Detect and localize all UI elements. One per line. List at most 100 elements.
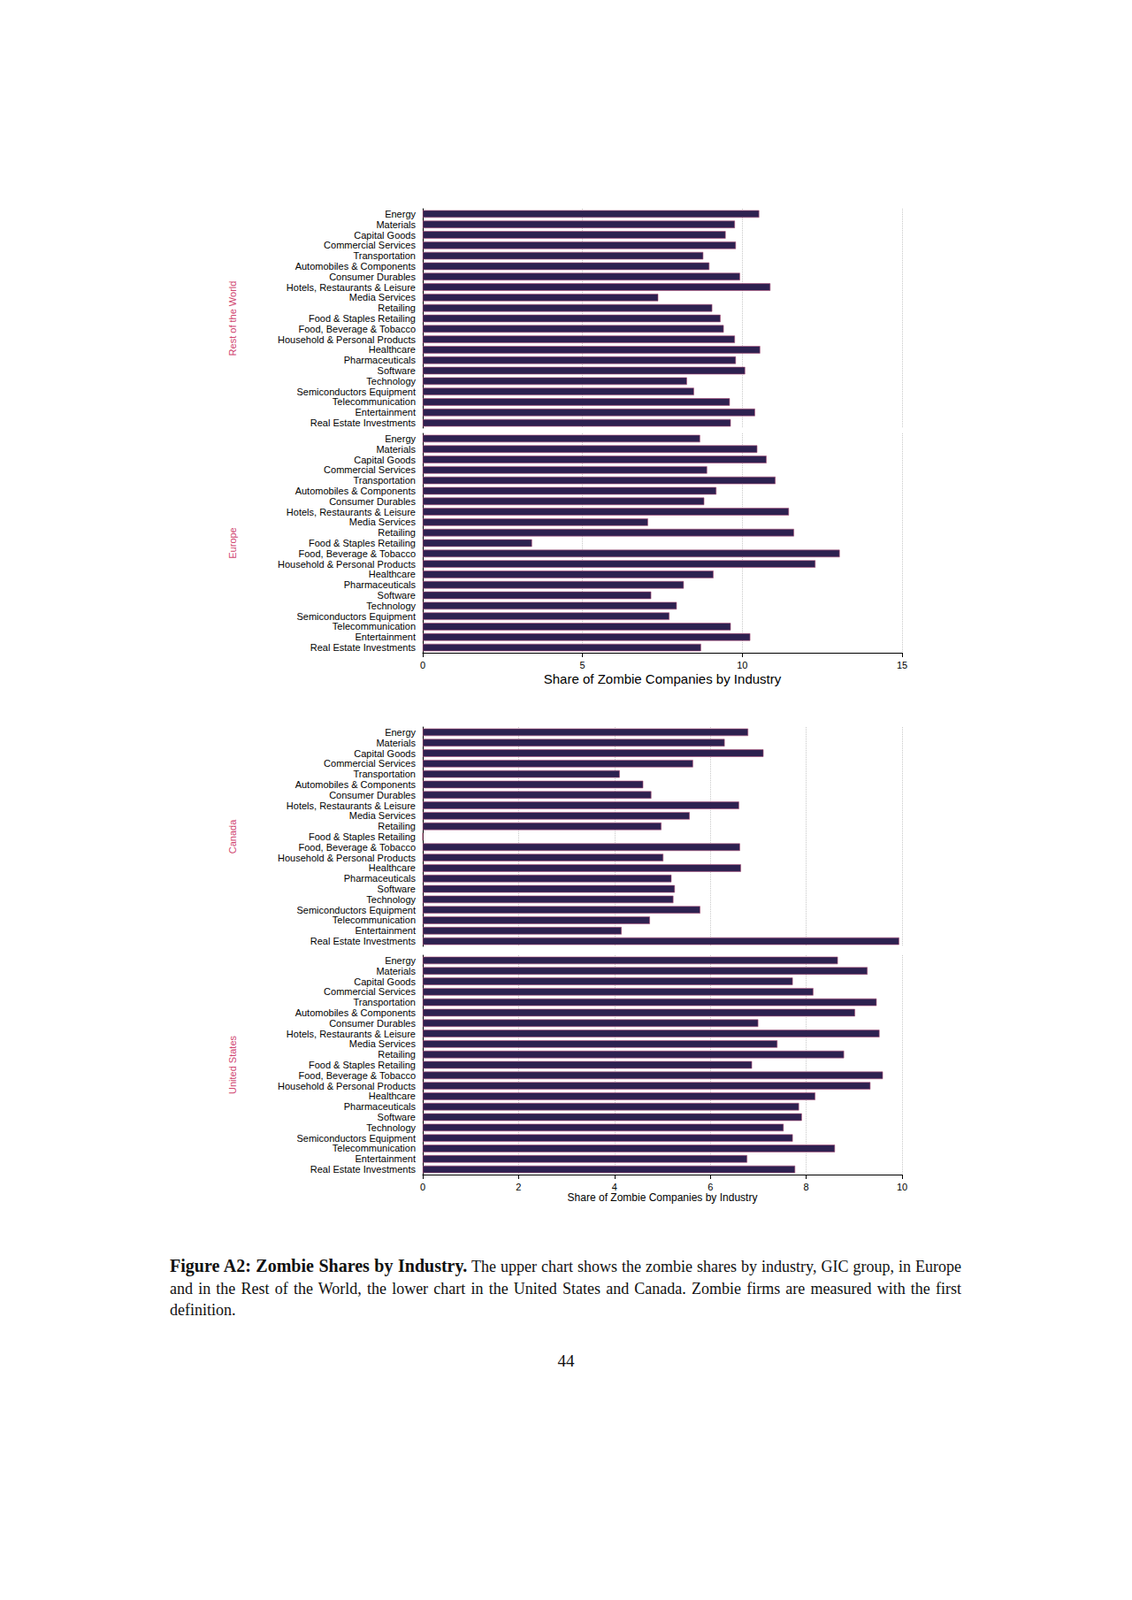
svg-text:Media Services: Media Services (349, 1038, 417, 1049)
svg-text:Capital Goods: Capital Goods (353, 454, 416, 466)
svg-text:Telecommunication: Telecommunication (332, 1142, 416, 1154)
svg-text:Materials: Materials (375, 737, 416, 749)
svg-text:Real Estate Investments: Real Estate Investments (310, 935, 417, 947)
svg-text:Commercial Services: Commercial Services (323, 464, 416, 475)
svg-text:Food, Beverage & Tobacco: Food, Beverage & Tobacco (298, 1070, 417, 1081)
svg-text:Retailing: Retailing (377, 820, 416, 832)
svg-text:5: 5 (580, 659, 586, 671)
svg-text:Transportation: Transportation (352, 250, 416, 261)
svg-text:Household & Personal Products: Household & Personal Products (277, 1080, 416, 1092)
svg-text:Semiconductors Equipment: Semiconductors Equipment (296, 904, 416, 916)
svg-text:Retailing: Retailing (377, 527, 416, 538)
svg-text:Pharmaceuticals: Pharmaceuticals (344, 579, 417, 590)
svg-text:Energy: Energy (384, 726, 416, 738)
svg-text:0: 0 (420, 1181, 426, 1193)
svg-text:Canada: Canada (227, 818, 238, 854)
svg-text:Consumer Durables: Consumer Durables (328, 1017, 416, 1029)
svg-text:15: 15 (896, 659, 908, 671)
svg-text:4: 4 (611, 1181, 618, 1193)
svg-text:Real Estate Investments: Real Estate Investments (310, 1163, 417, 1175)
svg-text:Telecommunication: Telecommunication (332, 620, 416, 632)
svg-text:Commercial Services: Commercial Services (323, 757, 416, 769)
svg-text:Telecommunication: Telecommunication (332, 396, 416, 407)
svg-text:Food & Staples Retailing: Food & Staples Retailing (308, 537, 416, 549)
svg-text:6: 6 (707, 1181, 713, 1193)
svg-text:Entertainment: Entertainment (355, 925, 416, 936)
svg-text:Share of Zombie Companies by I: Share of Zombie Companies by Industry (543, 671, 782, 687)
svg-text:Software: Software (377, 365, 416, 376)
svg-text:Food & Staples Retailing: Food & Staples Retailing (308, 1059, 416, 1071)
svg-text:Materials: Materials (375, 443, 416, 455)
svg-text:8: 8 (803, 1181, 810, 1193)
svg-text:Household & Personal Products: Household & Personal Products (277, 852, 416, 864)
svg-text:Technology: Technology (366, 600, 416, 612)
svg-text:Transportation: Transportation (352, 474, 416, 486)
svg-text:Food, Beverage & Tobacco: Food, Beverage & Tobacco (298, 323, 417, 335)
svg-text:Transportation: Transportation (352, 996, 416, 1008)
svg-text:Hotels, Restaurants & Leisure: Hotels, Restaurants & Leisure (286, 282, 416, 293)
svg-text:Energy: Energy (384, 208, 416, 220)
svg-text:Semiconductors Equipment: Semiconductors Equipment (296, 386, 416, 398)
svg-text:10: 10 (896, 1181, 908, 1193)
svg-text:Software: Software (377, 1111, 416, 1123)
svg-text:Semiconductors Equipment: Semiconductors Equipment (296, 1132, 416, 1144)
svg-text:Automobiles & Components: Automobiles & Components (295, 779, 417, 790)
svg-text:Materials: Materials (375, 965, 416, 977)
svg-text:Energy: Energy (384, 955, 416, 966)
svg-text:Automobiles & Components: Automobiles & Components (295, 1007, 417, 1018)
svg-text:Media Services: Media Services (349, 810, 417, 821)
svg-text:Consumer Durables: Consumer Durables (328, 789, 416, 801)
svg-text:Entertainment: Entertainment (355, 631, 416, 643)
svg-text:Pharmaceuticals: Pharmaceuticals (344, 872, 417, 884)
svg-text:Food & Staples Retailing: Food & Staples Retailing (308, 831, 416, 842)
svg-text:Retailing: Retailing (377, 1048, 416, 1060)
svg-text:Software: Software (377, 589, 416, 601)
svg-text:Entertainment: Entertainment (355, 1153, 416, 1164)
svg-text:Capital Goods: Capital Goods (353, 748, 416, 759)
svg-text:United States: United States (227, 1034, 238, 1094)
svg-text:Semiconductors Equipment: Semiconductors Equipment (296, 611, 416, 622)
svg-text:Food & Staples Retailing: Food & Staples Retailing (308, 313, 416, 324)
svg-text:Technology: Technology (366, 1122, 416, 1133)
svg-text:2: 2 (515, 1181, 521, 1193)
svg-text:Hotels, Restaurants & Leisure: Hotels, Restaurants & Leisure (286, 800, 416, 811)
svg-text:Healthcare: Healthcare (368, 344, 416, 355)
svg-text:Media Services: Media Services (349, 516, 417, 528)
svg-text:Hotels, Restaurants & Leisure: Hotels, Restaurants & Leisure (286, 1028, 416, 1040)
svg-text:Commercial Services: Commercial Services (323, 239, 416, 251)
svg-text:Technology: Technology (366, 375, 416, 387)
svg-text:Pharmaceuticals: Pharmaceuticals (344, 1101, 417, 1112)
svg-text:Transportation: Transportation (352, 768, 416, 780)
svg-text:Real Estate Investments: Real Estate Investments (310, 417, 417, 429)
svg-text:Household & Personal Products: Household & Personal Products (277, 334, 416, 345)
svg-text:Materials: Materials (375, 219, 416, 230)
svg-text:Entertainment: Entertainment (355, 406, 416, 418)
svg-text:Food, Beverage & Tobacco: Food, Beverage & Tobacco (298, 548, 417, 559)
svg-text:Consumer Durables: Consumer Durables (328, 271, 416, 283)
svg-text:Software: Software (377, 883, 416, 895)
svg-text:Healthcare: Healthcare (368, 1090, 416, 1102)
svg-text:Pharmaceuticals: Pharmaceuticals (344, 354, 417, 366)
svg-text:Healthcare: Healthcare (368, 568, 416, 580)
svg-text:Capital Goods: Capital Goods (353, 976, 416, 987)
svg-text:Hotels, Restaurants & Leisure: Hotels, Restaurants & Leisure (286, 506, 416, 518)
svg-text:0: 0 (420, 659, 426, 671)
svg-text:Food, Beverage & Tobacco: Food, Beverage & Tobacco (298, 841, 417, 853)
svg-text:Europe: Europe (227, 527, 238, 559)
svg-text:Automobiles & Components: Automobiles & Components (295, 485, 417, 497)
svg-text:Healthcare: Healthcare (368, 862, 416, 873)
svg-text:Share of Zombie Companies by I: Share of Zombie Companies by Industry (567, 1191, 758, 1204)
svg-text:Capital Goods: Capital Goods (353, 229, 416, 241)
svg-text:Telecommunication: Telecommunication (332, 914, 416, 926)
svg-text:Real Estate Investments: Real Estate Investments (310, 642, 417, 653)
svg-text:Retailing: Retailing (377, 302, 416, 314)
svg-text:Rest of the World: Rest of the World (227, 281, 238, 357)
svg-text:10: 10 (736, 659, 748, 671)
svg-text:Media Services: Media Services (349, 291, 417, 303)
svg-text:Household & Personal Products: Household & Personal Products (277, 558, 416, 570)
svg-text:Commercial Services: Commercial Services (323, 986, 416, 997)
svg-text:Energy: Energy (384, 433, 416, 444)
svg-text:Consumer Durables: Consumer Durables (328, 496, 416, 507)
svg-text:Technology: Technology (366, 894, 416, 905)
svg-text:Automobiles & Components: Automobiles & Components (295, 260, 417, 272)
